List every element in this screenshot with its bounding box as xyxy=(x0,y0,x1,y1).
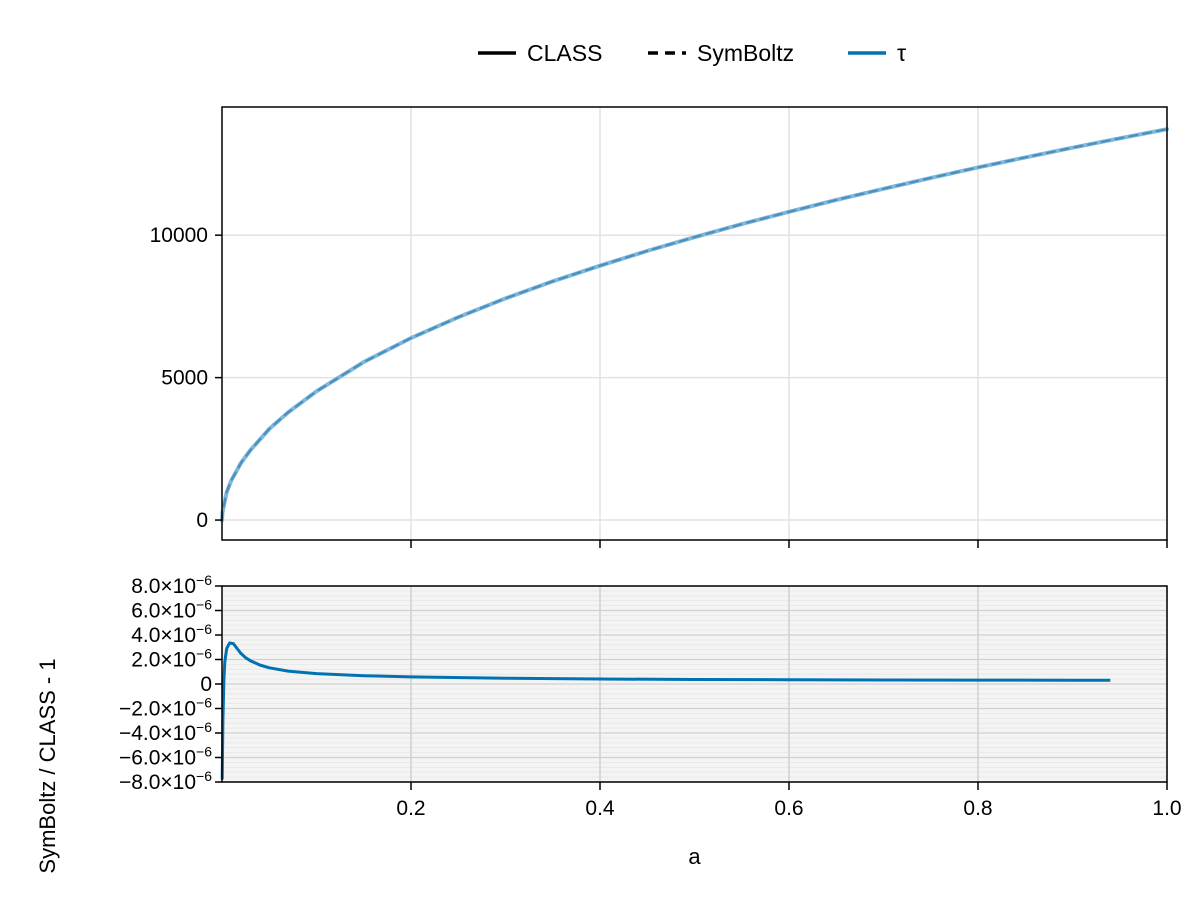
tick-mantissa: −2.0×10 xyxy=(119,698,196,721)
tick-exponent: −6 xyxy=(196,768,212,784)
bottom-y-tick-label: 0 xyxy=(200,673,212,696)
tick-exponent: −6 xyxy=(196,621,212,637)
top-plot-area xyxy=(222,107,1167,540)
tick-mantissa: 4.0×10 xyxy=(131,624,196,647)
top-series-line-symboltz xyxy=(220,128,1169,522)
tick-exponent: −6 xyxy=(196,695,212,711)
bottom-y-tick-label: 2.0×10−6 xyxy=(131,646,212,672)
bottom-x-tick-label: 0.6 xyxy=(774,797,803,820)
top-frame xyxy=(221,106,1168,541)
bottom-ticks: 0.2 0.4 0.6 0.8 1.0−8.0×10−6−6.0×10−6−4.0×10… xyxy=(119,572,1182,820)
bottom-x-tick-label: 0.2 xyxy=(396,797,425,820)
bottom-series xyxy=(220,641,1111,780)
top-y-tick-label: 5000 xyxy=(161,367,208,390)
bottom-x-tick-label: 0.8 xyxy=(963,797,992,820)
top-y-tick-label: 0 xyxy=(196,509,208,532)
bottom-y-tick-label: −6.0×10−6 xyxy=(119,744,212,770)
tick-mantissa: −8.0×10 xyxy=(119,771,196,794)
bottom-y-tick-label: 4.0×10−6 xyxy=(131,621,212,647)
tick-mantissa: −6.0×10 xyxy=(119,747,196,770)
tick-exponent: −6 xyxy=(196,572,212,588)
bottom-y-tick-label: 8.0×10−6 xyxy=(131,572,212,598)
x-axis-label: a xyxy=(688,844,701,869)
y-axis-label: SymBoltz / CLASS - 1 xyxy=(35,658,60,873)
tick-exponent: −6 xyxy=(196,597,212,613)
tick-exponent: −6 xyxy=(196,719,212,735)
bottom-y-tick-label: 6.0×10−6 xyxy=(131,597,212,623)
legend-label-2: τ xyxy=(897,40,906,66)
bottom-series-line xyxy=(220,641,1111,780)
tick-mantissa: −4.0×10 xyxy=(119,722,196,745)
tick-mantissa: 6.0×10 xyxy=(131,600,196,623)
bottom-x-tick-label: 1.0 xyxy=(1152,797,1181,820)
bottom-panel: 0.2 0.4 0.6 0.8 1.0−8.0×10−6−6.0×10−6−4.0×10… xyxy=(119,572,1182,820)
bottom-y-tick-label: −2.0×10−6 xyxy=(119,695,212,721)
top-panel: 0 5000 10000 xyxy=(150,106,1169,548)
tick-mantissa: 2.0×10 xyxy=(131,649,196,672)
top-series xyxy=(220,127,1169,523)
top-y-tick-label: 10000 xyxy=(150,224,208,247)
legend-label-0: CLASS xyxy=(527,40,602,66)
tick-exponent: −6 xyxy=(196,646,212,662)
bottom-y-tick-label: −4.0×10−6 xyxy=(119,719,212,745)
tick-exponent: −6 xyxy=(196,744,212,760)
legend: CLASS SymBoltz τ xyxy=(478,40,906,66)
tick-mantissa: 8.0×10 xyxy=(131,575,196,598)
legend-label-1: SymBoltz xyxy=(697,40,794,66)
bottom-x-tick-label: 0.4 xyxy=(585,797,615,820)
bottom-y-tick-label: −8.0×10−6 xyxy=(119,768,212,794)
top-ticks: 0 5000 10000 xyxy=(150,224,1168,548)
tick-mantissa: 0 xyxy=(200,673,212,696)
